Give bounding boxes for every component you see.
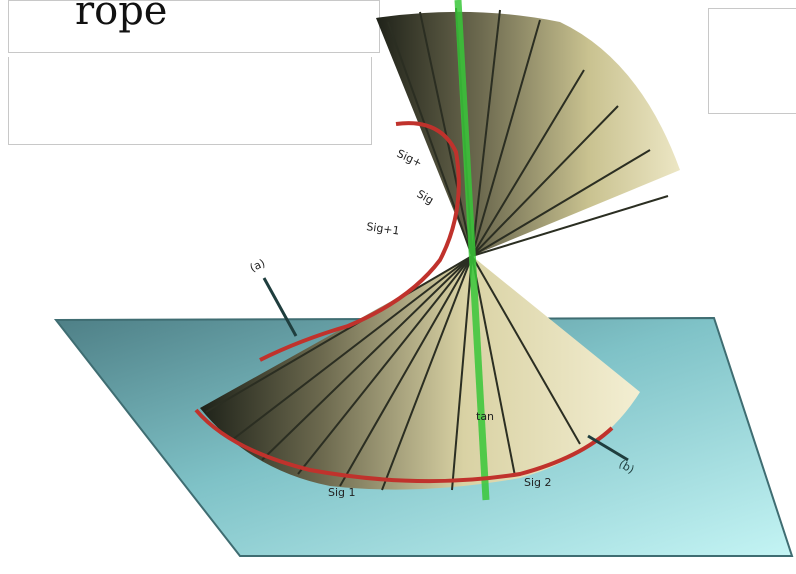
label-pointer-upper: (a) (248, 256, 267, 274)
top-right-panel (708, 8, 796, 114)
label-helix-top-a: Sig+ (395, 147, 424, 170)
label-cone: tan (476, 410, 494, 423)
title-text: rope (75, 0, 168, 34)
mid-left-panel (8, 57, 372, 145)
lower-generator-lines (205, 255, 581, 491)
label-base-right: Sig 2 (524, 476, 552, 489)
lower-cone-surface (200, 256, 640, 490)
upper-cone-surface (376, 11, 680, 256)
helix-lower-curve (194, 408, 614, 484)
label-helix-top-b: Sig (415, 187, 436, 207)
pointer-right-line (587, 434, 629, 462)
label-helix-mid: Sig+1 (366, 220, 401, 238)
pointer-upper-line (262, 277, 298, 337)
title-panel: rope (8, 0, 380, 53)
label-base-left: Sig 1 (328, 486, 356, 499)
cone-axis (454, 0, 490, 501)
helix-upper-curve (259, 121, 461, 362)
